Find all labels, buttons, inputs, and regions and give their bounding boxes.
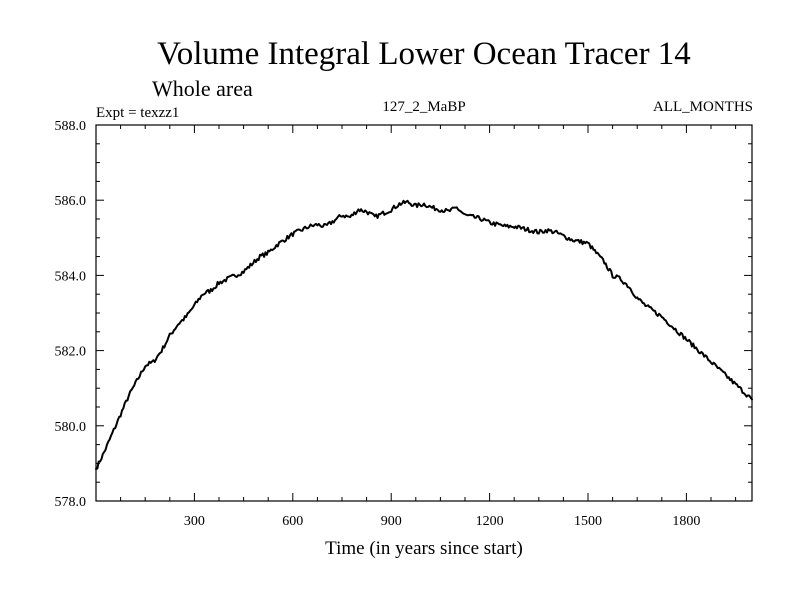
- y-tick-label: 580.0: [55, 420, 87, 435]
- y-tick-label: 582.0: [55, 345, 87, 360]
- x-tick-label: 1800: [672, 514, 700, 529]
- months-label: ALL_MONTHS: [653, 99, 753, 115]
- y-tick-label: 578.0: [55, 495, 87, 510]
- x-tick-label: 1200: [476, 514, 504, 529]
- x-tick-label: 1500: [574, 514, 602, 529]
- x-axis-label: Time (in years since start): [325, 538, 523, 559]
- expt-label: Expt = texzz1: [96, 105, 179, 121]
- x-tick-label: 900: [381, 514, 402, 529]
- x-tick-label: 300: [184, 514, 205, 529]
- chart-background: [0, 0, 800, 600]
- chart-subtitle: Whole area: [152, 76, 253, 101]
- y-tick-label: 584.0: [55, 269, 87, 284]
- y-tick-label: 588.0: [55, 119, 87, 134]
- x-tick-label: 600: [282, 514, 303, 529]
- y-tick-label: 586.0: [55, 194, 87, 209]
- chart-figure: Volume Integral Lower Ocean Tracer 14 Wh…: [0, 0, 800, 600]
- chart-title: Volume Integral Lower Ocean Tracer 14: [157, 36, 691, 72]
- period-label: 127_2_MaBP: [382, 99, 465, 115]
